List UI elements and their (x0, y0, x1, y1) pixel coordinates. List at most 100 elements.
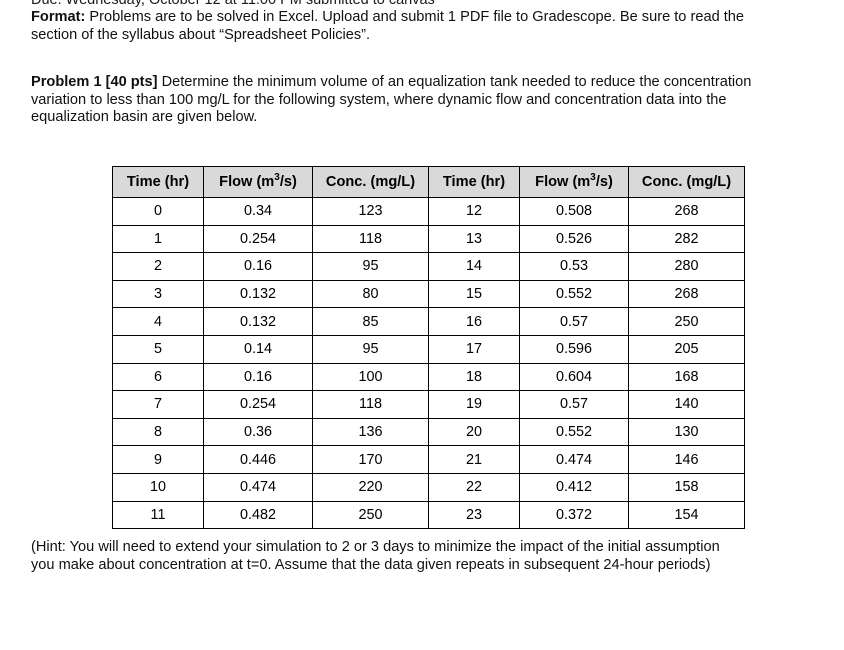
cell-flow-left: 0.474 (203, 472, 313, 502)
header-flow-suffix-2: /s) (595, 174, 613, 190)
cell-time-left: 2 (112, 252, 204, 281)
table-row: 1 0.254 118 13 0.526 282 (112, 224, 745, 254)
cell-time-left: 5 (112, 334, 204, 364)
cell-conc-right: 268 (628, 197, 745, 226)
cell-time-left: 3 (112, 279, 204, 309)
cell-conc-left: 80 (312, 279, 429, 309)
header-time-1: Time (hr) (112, 166, 204, 198)
cell-conc-left: 100 (312, 362, 429, 392)
header-flow-sup-1: 3 (274, 172, 280, 184)
cell-flow-left: 0.16 (203, 252, 313, 281)
cell-flow-left: 0.132 (203, 279, 313, 309)
cell-flow-left: 0.482 (203, 500, 313, 530)
cell-flow-right: 0.604 (519, 362, 629, 392)
cell-flow-right: 0.552 (519, 279, 629, 309)
table-row: 8 0.36 136 20 0.552 130 (112, 417, 745, 447)
cell-flow-right: 0.53 (519, 252, 629, 281)
hint-text: (Hint: You will need to extend your simu… (31, 539, 720, 573)
cell-time-left: 0 (112, 197, 204, 226)
cell-conc-right: 250 (628, 307, 745, 336)
problem-paragraph: Problem 1 [40 pts] Determine the minimum… (31, 74, 779, 127)
table-row: 9 0.446 170 21 0.474 146 (112, 445, 745, 474)
cell-flow-right: 0.526 (519, 224, 629, 254)
cell-time-right: 17 (428, 334, 520, 364)
cell-flow-left: 0.446 (203, 445, 313, 474)
cell-flow-right: 0.372 (519, 500, 629, 530)
due-line: Due: Wednesday, October 12 at 11:00 PM s… (31, 0, 435, 8)
table-header: Time (hr) Flow (m3/s) Conc. (mg/L) Time … (112, 166, 745, 198)
table-row: 10 0.474 220 22 0.412 158 (112, 472, 745, 502)
cell-conc-right: 168 (628, 362, 745, 392)
cell-flow-left: 0.36 (203, 417, 313, 447)
cell-time-left: 11 (112, 500, 204, 530)
problem-text: Determine the minimum volume of an equal… (31, 74, 752, 126)
cell-conc-right: 146 (628, 445, 745, 474)
cell-conc-left: 250 (312, 500, 429, 530)
data-table-container: Time (hr) Flow (m3/s) Conc. (mg/L) Time … (112, 166, 745, 530)
table-row: 0 0.34 123 12 0.508 268 (112, 197, 745, 226)
cell-time-right: 18 (428, 362, 520, 392)
cell-conc-right: 130 (628, 417, 745, 447)
cell-conc-left: 170 (312, 445, 429, 474)
table-row: 6 0.16 100 18 0.604 168 (112, 362, 745, 392)
cell-conc-left: 136 (312, 417, 429, 447)
header-time-2: Time (hr) (428, 166, 520, 198)
cell-time-left: 6 (112, 362, 204, 392)
cell-time-right: 20 (428, 417, 520, 447)
cell-conc-right: 154 (628, 500, 745, 530)
hint-container: (Hint: You will need to extend your simu… (31, 539, 746, 575)
table-row: 2 0.16 95 14 0.53 280 (112, 252, 745, 281)
cell-conc-left: 220 (312, 472, 429, 502)
cell-flow-right: 0.508 (519, 197, 629, 226)
cell-conc-left: 85 (312, 307, 429, 336)
cell-time-left: 7 (112, 390, 204, 419)
cell-time-right: 14 (428, 252, 520, 281)
paragraph-spacer (31, 44, 791, 74)
header-flow-1: Flow (m3/s) (203, 166, 313, 198)
document-body: Format: Problems are to be solved in Exc… (31, 9, 791, 127)
cell-time-right: 22 (428, 472, 520, 502)
header-conc-2: Conc. (mg/L) (628, 166, 745, 198)
cell-conc-left: 118 (312, 390, 429, 419)
cell-conc-left: 95 (312, 334, 429, 364)
header-flow-prefix-2: Flow (m (535, 174, 591, 190)
cell-time-left: 4 (112, 307, 204, 336)
cell-conc-right: 280 (628, 252, 745, 281)
cell-conc-left: 95 (312, 252, 429, 281)
header-flow-2: Flow (m3/s) (519, 166, 629, 198)
problem-label: Problem 1 [40 pts] (31, 74, 158, 91)
table-row: 3 0.132 80 15 0.552 268 (112, 279, 745, 309)
cell-flow-left: 0.34 (203, 197, 313, 226)
cell-flow-left: 0.254 (203, 224, 313, 254)
cell-conc-right: 140 (628, 390, 745, 419)
cell-flow-right: 0.552 (519, 417, 629, 447)
cell-conc-left: 118 (312, 224, 429, 254)
table-row: 11 0.482 250 23 0.372 154 (112, 500, 745, 530)
cell-conc-right: 268 (628, 279, 745, 309)
cell-conc-right: 205 (628, 334, 745, 364)
cell-time-right: 15 (428, 279, 520, 309)
format-label: Format: (31, 9, 86, 25)
table-body: 0 0.34 123 12 0.508 268 1 0.254 118 13 0.526 282 2 0.… (112, 197, 745, 530)
table-row: 7 0.254 118 19 0.57 140 (112, 390, 745, 419)
due-line-clipped-region: Due: Wednesday, October 12 at 11:00 PM s… (0, 0, 844, 9)
cell-flow-right: 0.596 (519, 334, 629, 364)
cell-time-right: 12 (428, 197, 520, 226)
cell-flow-right: 0.412 (519, 472, 629, 502)
cell-conc-right: 282 (628, 224, 745, 254)
cell-time-right: 23 (428, 500, 520, 530)
table-row: 5 0.14 95 17 0.596 205 (112, 334, 745, 364)
cell-flow-right: 0.57 (519, 390, 629, 419)
cell-time-right: 21 (428, 445, 520, 474)
cell-conc-right: 158 (628, 472, 745, 502)
cell-flow-left: 0.254 (203, 390, 313, 419)
cell-time-left: 1 (112, 224, 204, 254)
header-flow-prefix-1: Flow (m (219, 174, 275, 190)
format-text: Problems are to be solved in Excel. Uplo… (31, 9, 745, 43)
header-flow-suffix-1: /s) (279, 174, 297, 190)
format-paragraph: Format: Problems are to be solved in Exc… (31, 9, 783, 44)
cell-conc-left: 123 (312, 197, 429, 226)
cell-time-right: 16 (428, 307, 520, 336)
cell-flow-left: 0.14 (203, 334, 313, 364)
cell-time-right: 19 (428, 390, 520, 419)
